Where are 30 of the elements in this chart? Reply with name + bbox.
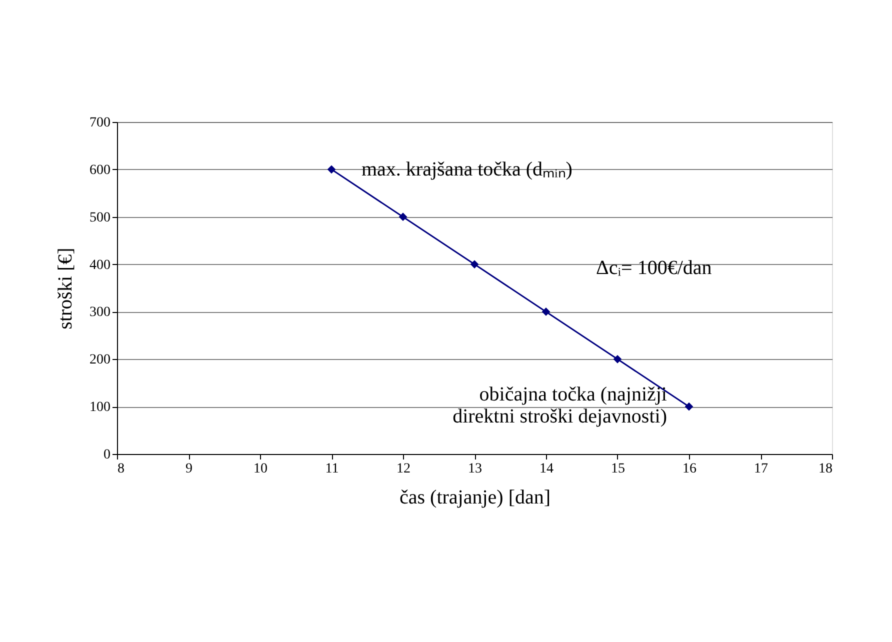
y-tick-label: 500 bbox=[90, 210, 110, 226]
annotation: Δcᵢ= 100€/dan bbox=[596, 257, 712, 280]
x-tick-label: 17 bbox=[754, 462, 768, 476]
y-axis-title: stroški [€] bbox=[54, 248, 76, 330]
point bbox=[398, 212, 408, 222]
x-tick-label: 11 bbox=[325, 462, 339, 476]
y-tick-label: 700 bbox=[90, 116, 110, 130]
y-tick-label: 0 bbox=[104, 448, 110, 462]
y-tick-label: 400 bbox=[90, 258, 110, 273]
x-tick-label: 15 bbox=[611, 462, 625, 476]
point bbox=[613, 354, 622, 364]
x-tick-label: 16 bbox=[682, 462, 696, 476]
x-tick-label: 8 bbox=[118, 462, 124, 476]
point bbox=[684, 402, 694, 411]
y-tick-label: 100 bbox=[90, 400, 110, 416]
point bbox=[542, 308, 550, 316]
annotation: max. krajšana točka (dₘᵢₙ) bbox=[362, 158, 572, 180]
annotation: običajna točka (najnižji direktni stroški dejavnosti) bbox=[452, 384, 668, 428]
y-tick-label: 600 bbox=[90, 162, 110, 178]
y-tick-label: 200 bbox=[90, 352, 110, 368]
x-tick-label: 10 bbox=[254, 462, 268, 476]
point bbox=[470, 260, 479, 268]
x-tick-label: 13 bbox=[468, 462, 482, 476]
y-tick-label: 300 bbox=[90, 305, 110, 320]
x-tick-label: 9 bbox=[186, 462, 192, 476]
point bbox=[327, 165, 336, 174]
x-axis-title: čas (trajanje) [dan] bbox=[399, 486, 551, 508]
x-tick-label: 14 bbox=[540, 462, 554, 476]
x-tick-label: 12 bbox=[396, 462, 410, 476]
x-tick-label: 18 bbox=[818, 462, 832, 476]
